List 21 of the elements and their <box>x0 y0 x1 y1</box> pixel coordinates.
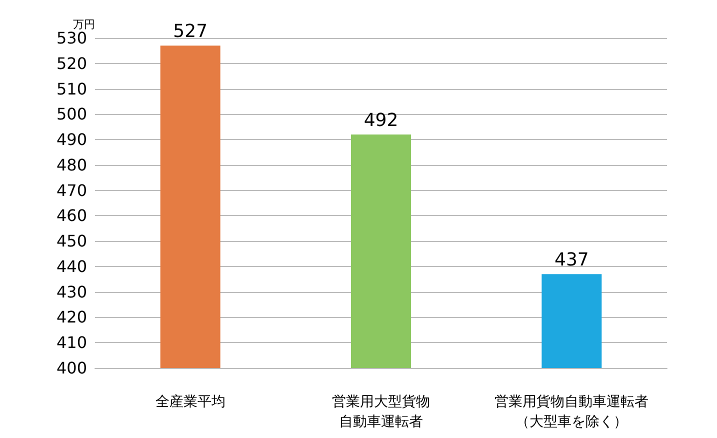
y-tick-label: 400 <box>56 358 87 378</box>
y-tick-label: 430 <box>56 282 87 302</box>
y-tick-label: 500 <box>56 104 87 124</box>
data-label: 492 <box>364 110 398 131</box>
x-tick-label: 全産業平均 <box>155 394 226 410</box>
y-tick-label: 460 <box>56 206 87 226</box>
data-label: 437 <box>554 250 589 271</box>
y-tick-label: 530 <box>56 28 87 48</box>
y-tick-label: 520 <box>56 54 87 73</box>
data-label: 527 <box>173 21 208 42</box>
y-tick-label: 440 <box>56 256 87 276</box>
y-tick-label: 510 <box>56 79 87 98</box>
x-tick-label: 営業用貨物自動車運転者（大型車を除く） <box>494 394 649 430</box>
y-tick-label: 490 <box>56 130 87 150</box>
y-tick-label: 410 <box>56 333 87 352</box>
y-tick-label: 480 <box>56 155 87 174</box>
x-tick-label: 営業用大型貨物自動車運転者 <box>332 394 430 430</box>
y-tick-label: 420 <box>56 308 87 327</box>
y-tick-label: 470 <box>56 180 87 200</box>
y-tick-label: 450 <box>56 232 87 251</box>
y-axis-title: 万円 <box>73 18 95 31</box>
